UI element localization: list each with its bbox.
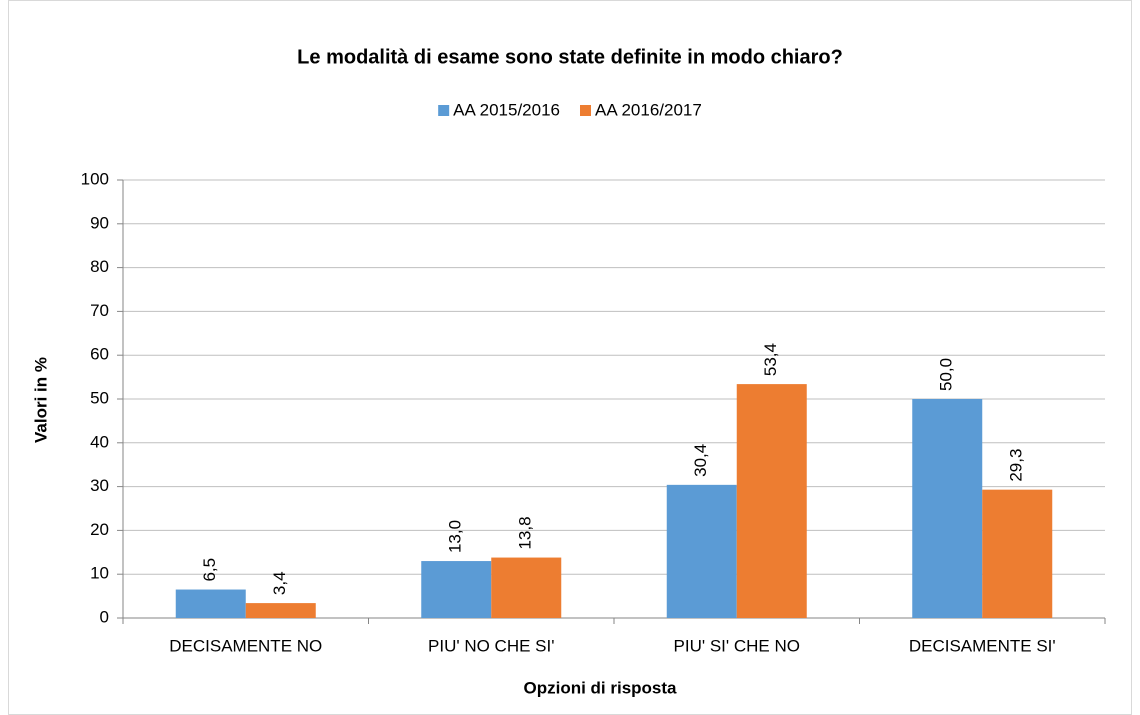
y-tick-label: 90 xyxy=(90,213,109,232)
data-label: 6,5 xyxy=(200,558,219,582)
y-tick-label: 50 xyxy=(90,388,109,407)
bar xyxy=(982,489,1053,618)
data-label: 30,4 xyxy=(691,444,710,477)
y-tick-label: 40 xyxy=(90,432,109,451)
bar xyxy=(245,603,316,618)
x-tick-label: PIU' SI' CHE NO xyxy=(674,636,800,655)
data-label: 13,8 xyxy=(516,516,535,549)
y-tick-label: 60 xyxy=(90,345,109,364)
bar xyxy=(912,399,983,618)
bar xyxy=(491,557,562,618)
data-label: 50,0 xyxy=(937,358,956,391)
bar xyxy=(421,561,492,618)
y-tick-label: 30 xyxy=(90,476,109,495)
data-label: 3,4 xyxy=(270,571,289,595)
y-tick-label: 100 xyxy=(81,169,109,188)
x-tick-label: DECISAMENTE NO xyxy=(169,636,322,655)
chart-title: Le modalità di esame sono state definite… xyxy=(297,46,843,68)
x-tick-label: PIU' NO CHE SI' xyxy=(428,636,554,655)
legend-label: AA 2015/2016 xyxy=(453,100,560,119)
legend-swatch xyxy=(580,105,591,116)
bar xyxy=(666,484,737,618)
legend-label: AA 2016/2017 xyxy=(595,100,702,119)
data-label: 13,0 xyxy=(446,520,465,553)
legend-swatch xyxy=(438,105,450,116)
x-tick-label: DECISAMENTE SI' xyxy=(909,636,1056,655)
y-tick-label: 80 xyxy=(90,257,109,276)
x-axis-title: Opzioni di risposta xyxy=(523,678,677,697)
bar xyxy=(175,589,246,618)
data-label: 53,4 xyxy=(761,343,780,376)
y-tick-label: 70 xyxy=(90,301,109,320)
bar xyxy=(736,384,807,618)
y-axis-title: Valori in % xyxy=(31,357,50,443)
y-tick-label: 10 xyxy=(90,564,109,583)
y-tick-label: 0 xyxy=(100,607,109,626)
data-label: 29,3 xyxy=(1007,449,1026,482)
y-tick-label: 20 xyxy=(90,520,109,539)
